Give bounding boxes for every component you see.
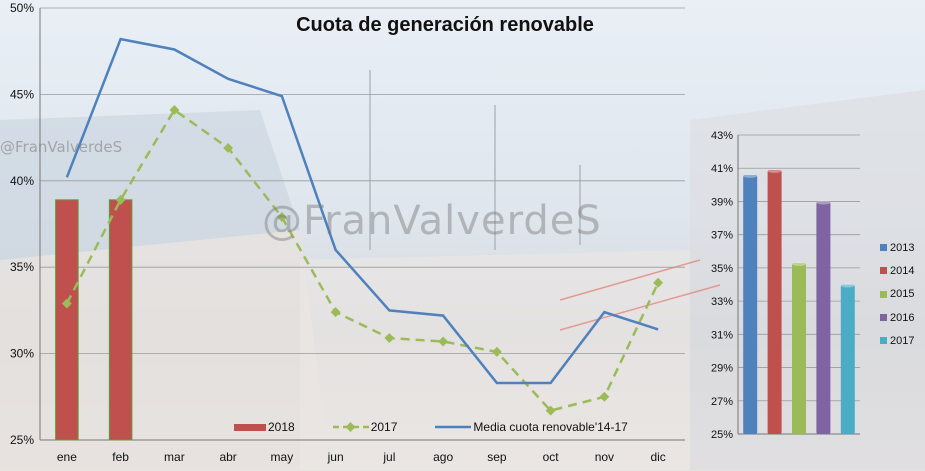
y-tick-label: 25% bbox=[10, 433, 34, 447]
annual-bar-2016 bbox=[816, 201, 831, 434]
main-y-axis: 25% 30% 35% 40% 45% 50% bbox=[10, 1, 34, 447]
x-tick-label: ago bbox=[433, 450, 453, 464]
annual-legend-swatch bbox=[880, 314, 887, 322]
annual-y-axis: 25% 27% 29% 31% 33% 35% 37% 39% 41% 43% bbox=[711, 130, 733, 441]
annual-legend-swatch bbox=[880, 290, 887, 298]
annual-bar-2013 bbox=[743, 174, 758, 434]
marker-2017 bbox=[545, 405, 556, 416]
marker-2017 bbox=[653, 277, 664, 288]
annual-y-tick-label: 39% bbox=[711, 196, 733, 208]
watermark-small: @FranValverdeS bbox=[0, 138, 123, 156]
marker-2017 bbox=[115, 194, 126, 205]
y-tick-label: 50% bbox=[10, 1, 34, 15]
marker-2017 bbox=[384, 333, 395, 343]
legend-label-2018: 2018 bbox=[268, 420, 295, 434]
annual-legend-item-2014: 2014 bbox=[880, 259, 914, 282]
legend-swatch-2018 bbox=[234, 424, 266, 431]
annual-bar-2017 bbox=[840, 284, 855, 434]
marker-2017 bbox=[491, 346, 502, 357]
x-tick-label: nov bbox=[595, 450, 614, 464]
annual-bar-cap bbox=[767, 168, 782, 173]
x-tick-label: ene bbox=[57, 450, 77, 464]
annual-y-tick-label: 27% bbox=[711, 396, 733, 408]
marker-2017 bbox=[223, 143, 234, 153]
main-x-axis: ene feb mar abr may jun jul ago sep oct nov dic bbox=[57, 450, 666, 464]
annual-legend-label: 2014 bbox=[890, 264, 915, 277]
legend-item-2018: 2018 bbox=[232, 420, 295, 434]
annual-bar-cap bbox=[816, 200, 831, 205]
annual-y-tick-label: 37% bbox=[711, 230, 733, 242]
annual-y-tick-label: 25% bbox=[711, 429, 733, 441]
annual-y-tick-label: 43% bbox=[711, 130, 733, 142]
y-tick-label: 40% bbox=[10, 174, 34, 188]
legend-item-2017: 2017 bbox=[331, 420, 398, 434]
annual-legend-label: 2016 bbox=[890, 311, 915, 324]
marker-2017 bbox=[330, 307, 341, 318]
annual-legend-swatch bbox=[880, 244, 887, 252]
annual-bar-cap bbox=[792, 261, 806, 266]
y-tick-label: 45% bbox=[10, 87, 34, 101]
marker-2017 bbox=[438, 336, 449, 347]
x-tick-label: abr bbox=[219, 450, 236, 464]
legend-label-2017: 2017 bbox=[370, 420, 398, 434]
annual-y-tick-label: 29% bbox=[711, 363, 733, 375]
x-tick-label: mar bbox=[164, 450, 185, 464]
annual-legend-label: 2013 bbox=[890, 241, 915, 254]
annual-legend-item-2017: 2017 bbox=[880, 329, 914, 352]
annual-legend-item-2013: 2013 bbox=[880, 236, 914, 259]
annual-y-tick-label: 33% bbox=[711, 296, 733, 308]
legend-label-media: Media cuota renovable'14-17 bbox=[473, 420, 628, 434]
line-media bbox=[65, 37, 659, 385]
annual-legend-item-2015: 2015 bbox=[880, 283, 914, 306]
annual-y-tick-label: 31% bbox=[711, 329, 733, 341]
legend-swatch-2017 bbox=[332, 422, 369, 432]
marker-2017 bbox=[276, 212, 287, 223]
annual-bar-2014 bbox=[767, 169, 782, 434]
x-tick-label: jul bbox=[382, 450, 395, 464]
x-tick-label: sep bbox=[487, 450, 507, 464]
bar-2018 bbox=[55, 199, 79, 441]
marker-2017 bbox=[599, 391, 610, 402]
y-tick-label: 35% bbox=[10, 260, 34, 274]
annual-bar-cap bbox=[840, 283, 855, 288]
annual-bar-2015 bbox=[792, 262, 806, 434]
annual-y-tick-label: 35% bbox=[711, 263, 733, 275]
legend-item-media: Media cuota renovable'14-17 bbox=[433, 420, 628, 434]
watermark: @FranValverdeS bbox=[262, 198, 602, 244]
annual-legend-item-2016: 2016 bbox=[880, 306, 914, 329]
series-media-line bbox=[65, 37, 659, 385]
main-gridlines bbox=[39, 7, 685, 441]
legend-swatch-media bbox=[435, 425, 472, 429]
annual-bar-cap bbox=[743, 173, 758, 178]
x-tick-label: jun bbox=[327, 450, 344, 464]
annual-y-tick-label: 41% bbox=[711, 163, 733, 175]
x-tick-label: dic bbox=[650, 450, 665, 464]
line-2017 bbox=[65, 108, 660, 413]
annual-legend-swatch bbox=[880, 267, 887, 275]
annual-legend: 2013 2014 2015 2016 2017 bbox=[880, 236, 914, 352]
chart-title: Cuota de generación renovable bbox=[296, 14, 594, 36]
y-tick-label: 30% bbox=[10, 347, 34, 361]
series-2017-line bbox=[61, 105, 664, 416]
annual-bars bbox=[743, 168, 855, 434]
marker-2017 bbox=[169, 105, 180, 115]
annual-legend-label: 2017 bbox=[890, 334, 915, 347]
series-2018-bars bbox=[55, 199, 133, 441]
annual-legend-label: 2015 bbox=[890, 288, 915, 301]
main-legend: 2018 2017 Media cuota renovable'14-17 bbox=[232, 420, 664, 434]
x-tick-label: may bbox=[271, 450, 294, 464]
x-tick-label: oct bbox=[543, 450, 560, 464]
x-tick-label: feb bbox=[112, 450, 129, 464]
annual-legend-swatch bbox=[880, 337, 887, 345]
